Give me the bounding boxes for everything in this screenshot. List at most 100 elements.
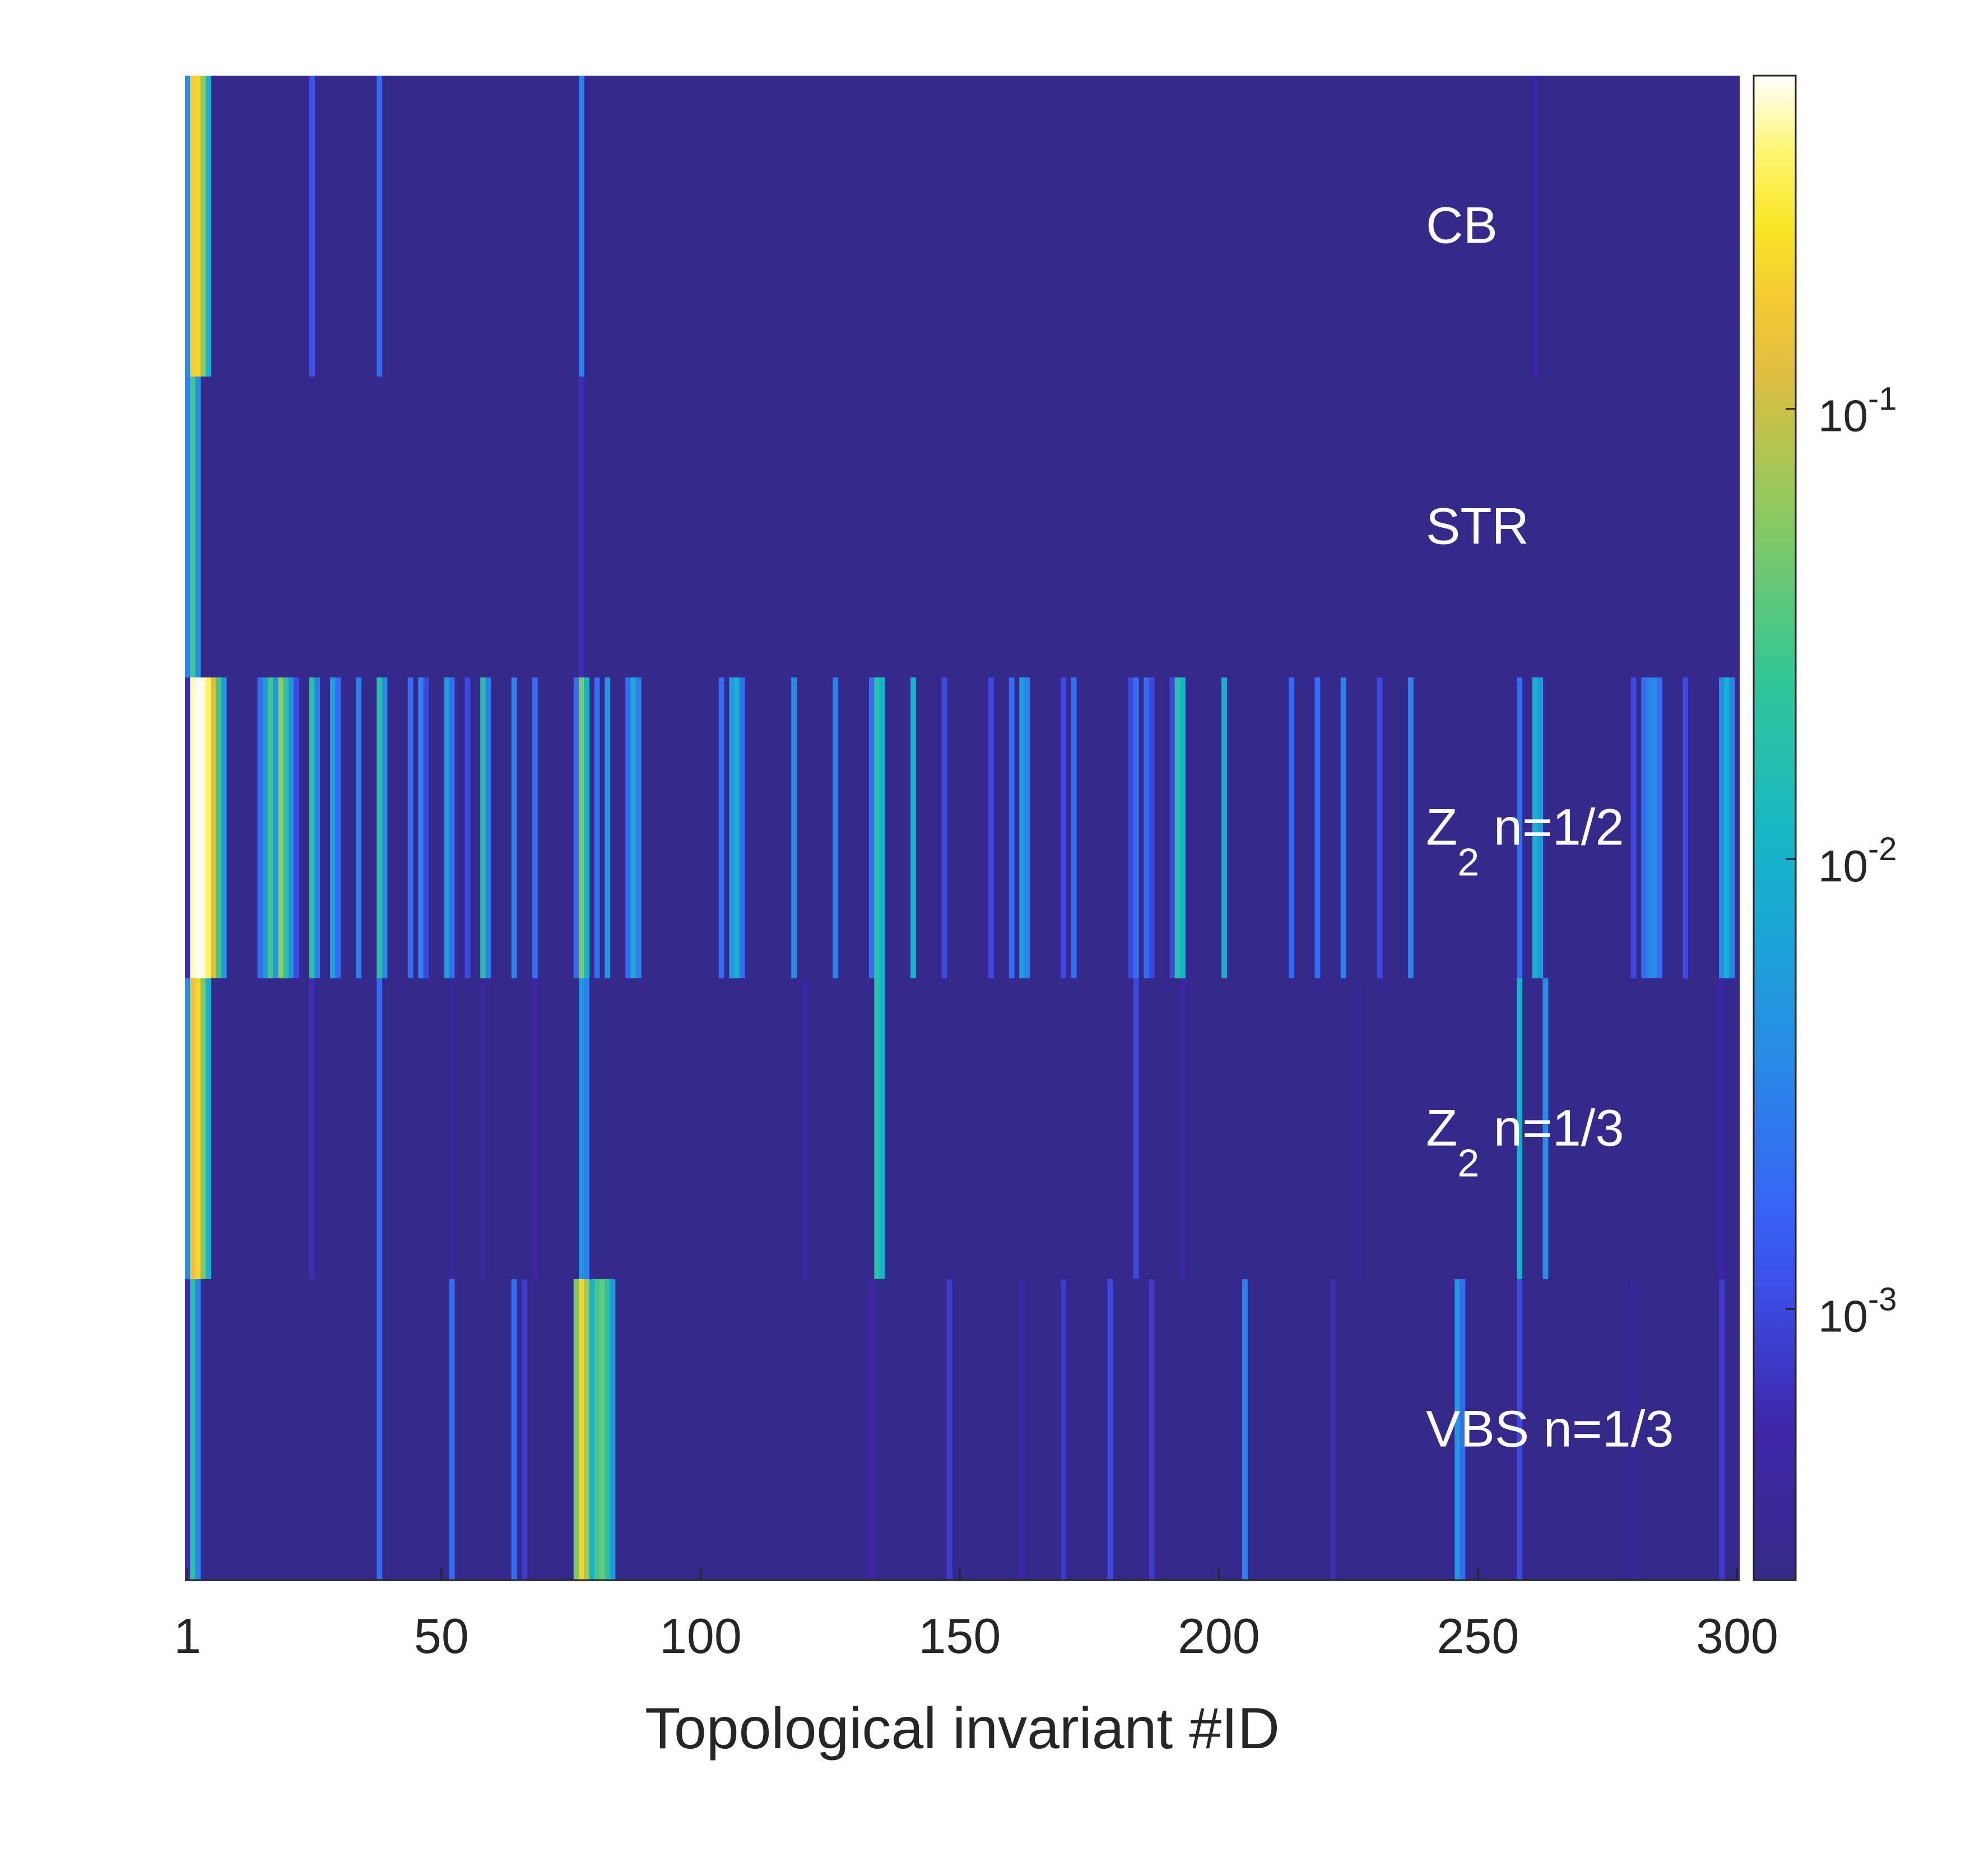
heatmap-cell [1657,677,1662,978]
heatmap-cell [1149,677,1155,978]
heatmap-cell [579,677,584,978]
heatmap-cell [335,677,341,978]
heatmap-cell [262,677,268,978]
heatmap-cell [584,978,590,1279]
heatmap-cell [879,677,885,978]
heatmap-cell [283,677,289,978]
heatmap-cell [195,1279,201,1580]
heatmap-cell [1144,677,1150,978]
heatmap-cell [216,677,222,978]
heatmap-cell [1169,677,1175,978]
heatmap-cell [423,677,429,978]
heatmap-cell [579,1279,584,1580]
heatmap-cell [589,1279,595,1580]
heatmap-cell [1630,1279,1637,1580]
heatmap-cell [273,677,279,978]
heatmap-cell [1174,677,1181,978]
colorbar-gradient [1753,75,1797,1581]
heatmap-cell [1019,677,1025,978]
heatmap-cell [1071,677,1077,978]
heatmap-cell [511,677,517,978]
x-tick-label: 50 [414,1608,469,1664]
heatmap-cell [185,677,190,978]
heatmap-cell [206,76,211,377]
heatmap-cell [630,677,636,978]
heatmap-cell [729,677,735,978]
heatmap-cell [1221,677,1227,978]
heatmap-cell [464,677,471,978]
heatmap-cell [195,76,201,377]
heatmap-cell [1532,76,1538,377]
heatmap-cell [480,978,486,1279]
heatmap-cell [309,677,315,978]
heatmap-cell [584,1279,590,1580]
heatmap-cell [1180,677,1186,978]
heatmap-cell [579,76,584,377]
heatmap-cell [573,1279,579,1580]
heatmap-cell [869,677,875,978]
heatmap-cell [1314,677,1321,978]
heatmap-cell [1009,677,1015,978]
row-label: Z2 n=1/3 [1426,1100,1624,1185]
heatmap-cell [874,978,880,1279]
heatmap-cell [356,677,362,978]
heatmap-cell [314,677,320,978]
x-tick-label: 150 [918,1608,1001,1664]
heatmap-cell [1537,677,1544,978]
heatmap-cell [257,677,263,978]
heatmap-cell [1377,677,1383,978]
heatmap-cell [532,978,538,1279]
heatmap-cell [610,1279,616,1580]
x-tick-label: 300 [1696,1608,1778,1664]
heatmap-cell [1061,677,1067,978]
heatmap-cell [1408,677,1414,978]
heatmap-cell [195,978,201,1279]
heatmap-cell [1133,677,1139,978]
heatmap-cell [185,978,190,1279]
heatmap-cell [833,677,839,978]
heatmap-cell [206,978,211,1279]
heatmap-cell [289,677,294,978]
heatmap-cell [449,1279,455,1580]
heatmap-cell [1517,677,1523,978]
row-label: Z2 n=1/2 [1426,799,1624,884]
colorbar-tick-label: 10-1 [1818,381,1897,441]
heatmap-cell [190,1279,196,1580]
heatmap-cell [268,677,273,978]
heatmap-cell [185,377,190,677]
heatmap-cell [869,1279,875,1580]
heatmap-cell [377,978,383,1279]
heatmap-cell [1133,978,1139,1279]
heatmap-cell [1641,677,1647,978]
heatmap-cell [1532,677,1538,978]
heatmap-cell [449,978,455,1279]
heatmap-cell [988,677,994,978]
heatmap-cell [1340,677,1346,978]
heatmap-cell [910,677,916,978]
heatmap-cell [1330,1279,1336,1580]
heatmap-cell [635,677,642,978]
heatmap-cell [1024,677,1030,978]
heatmap-cell [485,677,491,978]
heatmap-cell [1651,677,1657,978]
heatmap-cell [579,978,584,1279]
heatmap-cell [532,677,538,978]
row-label: VBS n=1/3 [1426,1401,1674,1458]
heatmap-cell [1729,677,1735,978]
heatmap-cell [1019,1279,1025,1580]
heatmap-cell [625,677,631,978]
heatmap-cell [195,377,201,677]
x-tick-label: 250 [1437,1608,1519,1664]
heatmap-cell [1517,978,1523,1279]
heatmap-cell [734,677,740,978]
colorbar-tick-label: 10-3 [1818,1281,1897,1341]
heatmap-cell [309,76,315,377]
heatmap-cell [418,677,424,978]
heatmap-plot-area [185,76,1740,1581]
heatmap-cell [874,677,880,978]
heatmap-cell [190,76,196,377]
heatmap-cell [211,677,217,978]
heatmap-cell [801,978,807,1279]
heatmap-cell [449,677,455,978]
colorbar: 10-3 10-2 10-1 [1753,75,1897,1581]
